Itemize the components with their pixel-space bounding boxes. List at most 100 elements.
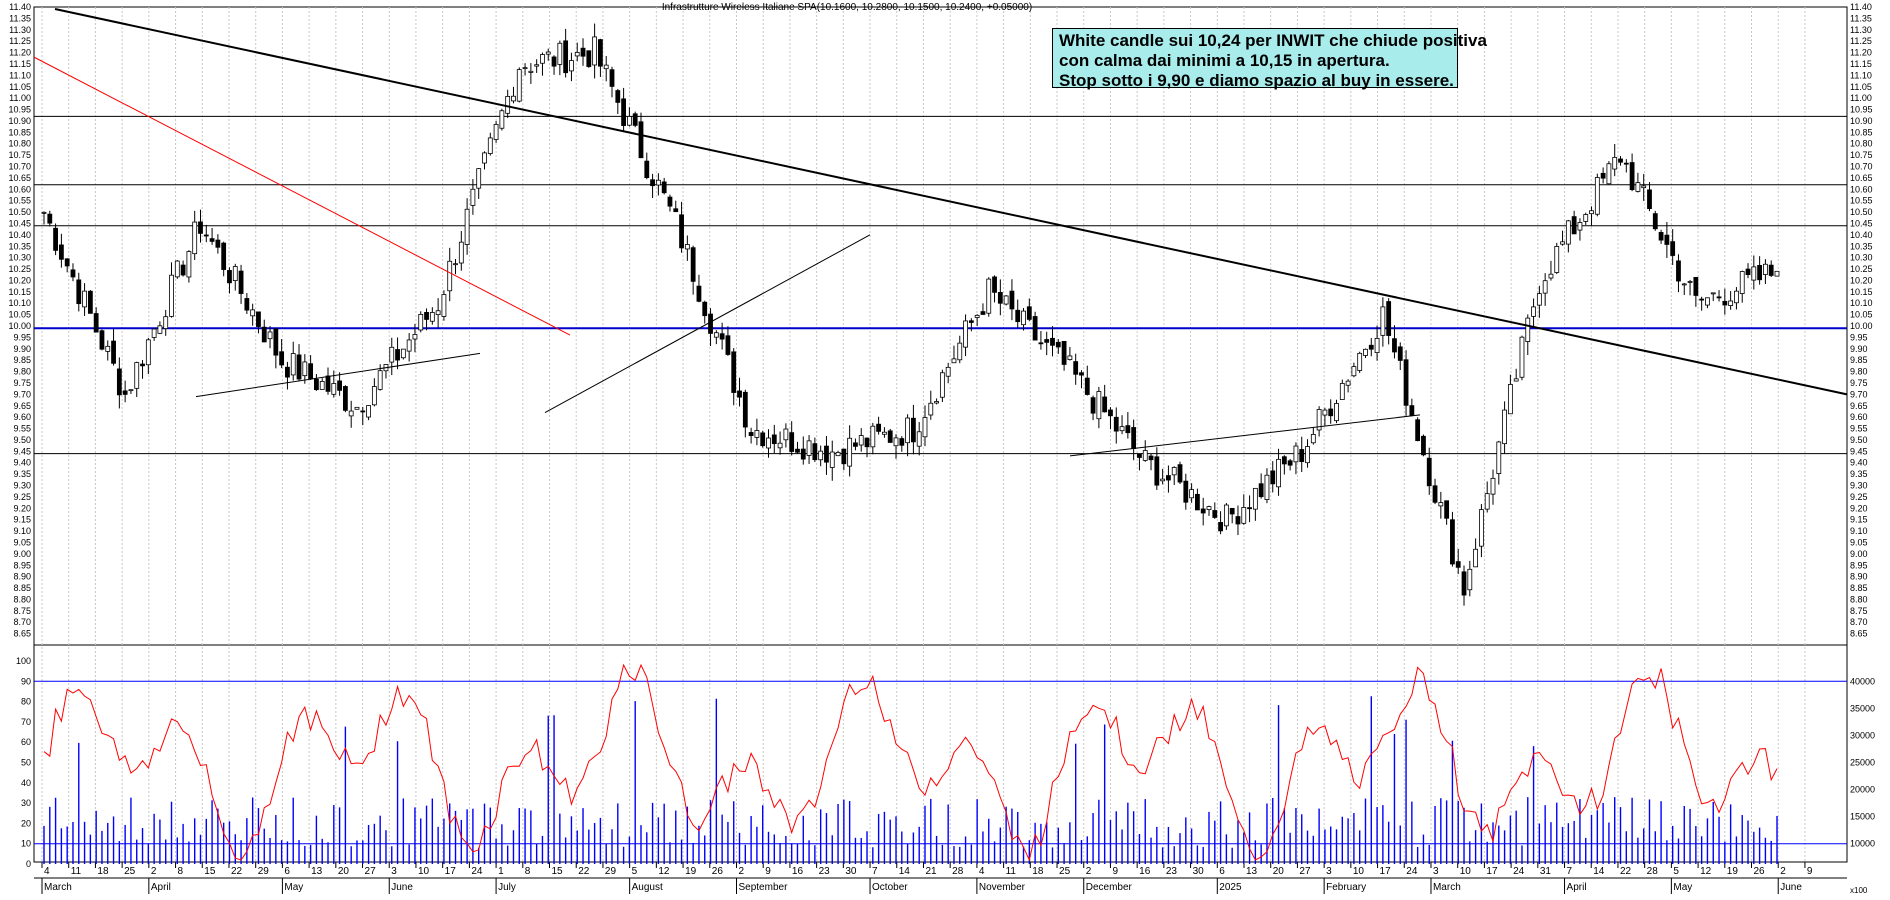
- candle-body: [1455, 561, 1461, 568]
- candle-body: [1084, 377, 1090, 395]
- x-day-label: 13: [311, 866, 323, 877]
- candle-body: [325, 375, 331, 392]
- candle-body: [64, 258, 70, 267]
- candle-body: [424, 312, 429, 320]
- candle-body: [1525, 317, 1531, 342]
- candle-body: [47, 213, 53, 224]
- indicator-y-label: 90: [21, 676, 31, 686]
- candle-body: [887, 430, 893, 443]
- candle-body: [1763, 263, 1768, 275]
- candle-body: [974, 314, 980, 318]
- candle-body: [250, 309, 256, 317]
- y-tick-label-right: 9.75: [1850, 378, 1868, 388]
- candle-body: [1687, 281, 1693, 283]
- x-day-label: 2: [1780, 866, 1786, 877]
- y-tick-label-right: 8.65: [1850, 629, 1868, 639]
- candle-body: [157, 325, 163, 334]
- candle-body: [1061, 340, 1067, 365]
- candle-body: [1670, 241, 1676, 256]
- candle-body: [997, 292, 1003, 304]
- candle-body: [122, 390, 128, 395]
- candle-body: [360, 410, 366, 413]
- y-tick-label-right: 10.25: [1850, 264, 1873, 274]
- candle-body: [563, 40, 569, 74]
- candle-body: [1363, 348, 1368, 356]
- candle-body: [824, 445, 829, 463]
- candle-body: [702, 301, 708, 317]
- candle-body: [522, 67, 528, 70]
- candle-body: [1108, 409, 1113, 417]
- candle-body: [899, 438, 905, 446]
- y-tick-label-right: 10.05: [1850, 310, 1873, 320]
- y-tick-label-left: 10.70: [8, 162, 31, 172]
- y-tick-label-right: 9.00: [1850, 549, 1868, 559]
- x-day-label: 24: [471, 866, 483, 877]
- candle-body: [1137, 453, 1142, 458]
- candle-body: [1426, 457, 1432, 487]
- candle-body: [314, 378, 319, 391]
- candle-body: [1154, 456, 1160, 486]
- candle-body: [198, 221, 203, 234]
- x-month-label: October: [872, 882, 908, 893]
- x-day-label: 7: [1567, 866, 1573, 877]
- candle-body: [598, 39, 603, 67]
- y-tick-label-right: 10.85: [1850, 127, 1873, 137]
- volume-y-label: 10000: [1850, 838, 1875, 848]
- candle-body: [731, 351, 737, 393]
- chart-title: Infrastrutture Wireless Italiane SPA(10.…: [661, 2, 1033, 13]
- candle-body: [951, 358, 957, 364]
- candle-body: [111, 340, 116, 364]
- y-tick-label-left: 9.45: [13, 446, 31, 456]
- x-day-label: 3: [391, 866, 397, 877]
- y-tick-label-right: 10.50: [1850, 207, 1873, 217]
- candle-body: [580, 47, 586, 57]
- candle-body: [499, 110, 505, 129]
- volume-y-label: 20000: [1850, 784, 1875, 794]
- candle-body: [82, 290, 87, 308]
- candle-body: [812, 443, 818, 461]
- y-tick-label-left: 10.15: [8, 287, 31, 297]
- y-tick-label-right: 9.60: [1850, 412, 1868, 422]
- candle-body: [244, 298, 250, 311]
- candle-body: [800, 448, 806, 460]
- candle-body: [1015, 309, 1021, 323]
- annotation-line-3: Stop sotto i 9,90 e diamo spazio al buy …: [1059, 71, 1454, 90]
- candle-body: [603, 64, 609, 70]
- y-tick-label-left: 11.25: [9, 36, 31, 46]
- x-day-label: 10: [418, 866, 430, 877]
- candle-body: [1635, 182, 1641, 192]
- y-tick-label-right: 10.40: [1850, 230, 1873, 240]
- candle-body: [1264, 474, 1270, 500]
- y-tick-label-right: 9.90: [1850, 344, 1868, 354]
- y-tick-label-left: 9.40: [13, 458, 31, 468]
- x-month-label: June: [391, 882, 413, 893]
- candle-body: [302, 361, 308, 377]
- y-tick-label-left: 11.00: [9, 93, 31, 103]
- candle-body: [366, 405, 371, 418]
- x-day-label: 17: [445, 866, 457, 877]
- y-tick-label-left: 10.35: [8, 241, 31, 251]
- candle-body: [725, 335, 731, 355]
- candle-body: [777, 442, 783, 449]
- candle-body: [1334, 403, 1339, 422]
- candle-body: [458, 241, 464, 264]
- candle-body: [1450, 519, 1455, 565]
- candle-body: [116, 368, 122, 396]
- candle-body: [1073, 361, 1079, 375]
- candle-body: [76, 279, 82, 305]
- candle-body: [145, 339, 151, 366]
- candle-body: [742, 391, 748, 428]
- candle-body: [1235, 516, 1241, 525]
- candle-body: [1496, 441, 1502, 474]
- x-day-label: 9: [1112, 866, 1118, 877]
- y-tick-label-left: 11.20: [9, 48, 31, 58]
- candle-body: [1658, 232, 1664, 241]
- y-tick-label-left: 10.10: [8, 298, 31, 308]
- x-day-label: 22: [578, 866, 590, 877]
- candle-body: [1171, 467, 1177, 476]
- candle-body: [1467, 568, 1473, 591]
- candle-body: [163, 316, 169, 329]
- volume-y-label: 25000: [1850, 757, 1875, 767]
- y-tick-label-left: 8.65: [13, 629, 31, 639]
